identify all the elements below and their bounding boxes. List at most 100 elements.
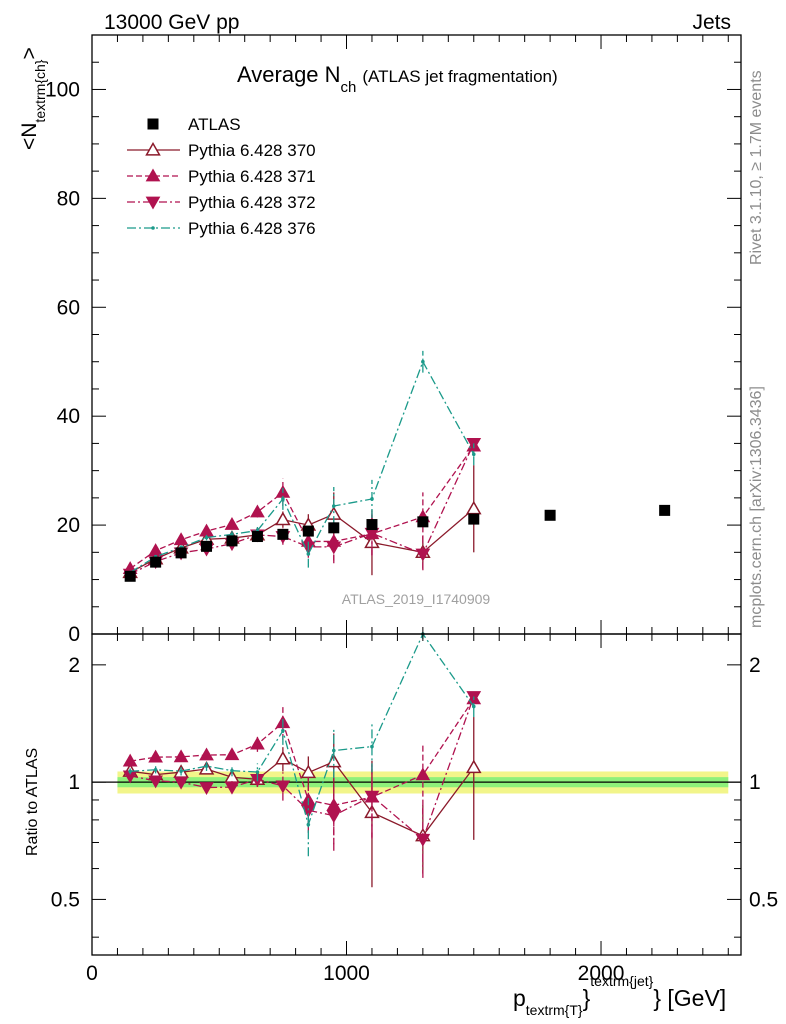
data-point: [302, 525, 314, 537]
x-tick-label: 2000: [578, 962, 625, 985]
y-tick-label: 40: [57, 405, 80, 428]
legend-marker: [151, 226, 155, 230]
data-point: [417, 516, 429, 528]
series-3-ratio-point: [306, 822, 311, 827]
series-1-ratio-point: [250, 736, 265, 750]
y-axis-label-main: <N: [18, 123, 41, 150]
series-0-point: [275, 511, 291, 526]
series-3-ratio-point: [331, 748, 336, 753]
ratio-panel-frame: [91, 633, 742, 956]
series-0-ratio-point: [275, 750, 291, 765]
series-0-ratio-point: [465, 759, 482, 774]
mcplots-label: mcplots.cern.ch [arXiv:1306.3436]: [748, 386, 765, 628]
ratio-tick-label-right: 0.5: [749, 888, 778, 911]
series-2-point: [415, 548, 431, 562]
data-point: [124, 570, 136, 582]
x-axis-label-sup: textrm{jet}: [590, 973, 653, 989]
ratio-tick-label-right: 1: [749, 771, 761, 794]
ratio-tick-label-right: 2: [749, 654, 761, 677]
series-1-ratio-point: [224, 747, 240, 761]
series-3-ratio-point: [204, 764, 209, 768]
series-2-point: [326, 541, 342, 555]
data-point: [277, 528, 289, 540]
series-3-point: [281, 497, 285, 501]
legend-marker: [145, 141, 161, 156]
data-point: [251, 531, 263, 543]
ratio-tick-label-left: 0.5: [51, 888, 80, 911]
series-3-ratio-point: [281, 728, 285, 733]
series-3-point: [230, 532, 234, 537]
y-tick-label: 60: [57, 296, 80, 319]
data-point: [175, 547, 187, 559]
series-1-ratio-point: [199, 747, 214, 761]
y-tick-label: 0: [68, 623, 80, 646]
x-axis-label-brace: }: [583, 985, 591, 1011]
data-point: [328, 522, 340, 534]
series-3-ratio-point: [255, 770, 260, 774]
legend-label: Pythia 6.428 370: [188, 141, 316, 160]
ratio-tick-label-left: 1: [68, 771, 80, 794]
legend-label: Pythia 6.428 371: [188, 167, 316, 186]
series-1-ratio-point: [326, 797, 342, 811]
legend-label: Pythia 6.428 376: [188, 219, 316, 238]
series-0-point: [465, 500, 482, 515]
series-3-ratio-line: [130, 632, 475, 827]
series-1-point: [173, 532, 189, 546]
series-1-ratio-point: [415, 767, 431, 781]
y-axis-label-sub: textrm{ch}: [32, 59, 48, 122]
y-tick-label: 100: [45, 78, 80, 101]
series-1-ratio-point: [122, 753, 138, 767]
y-tick-label: 80: [57, 187, 80, 210]
data-point: [366, 519, 378, 531]
series-2-ratio-point: [364, 790, 380, 804]
x-axis-label-brace-2: }: [653, 985, 667, 1011]
legend-label: Pythia 6.428 372: [188, 193, 316, 212]
series-2-ratio-point: [224, 781, 240, 795]
series-3-point: [331, 504, 336, 508]
x-axis-label-unit: [GeV]: [667, 985, 726, 1011]
chart-title-paren: (ATLAS jet fragmentation): [362, 67, 557, 86]
series-3-ratio-point: [471, 704, 476, 709]
series-3-ratio-point: [230, 768, 234, 773]
rivet-label: Rivet 3.1.10, ≥ 1.7M events: [748, 70, 765, 265]
series-1-point: [224, 517, 240, 530]
x-axis-label-sub: textrm{T}: [526, 1002, 583, 1018]
header-left: 13000 GeV pp: [104, 11, 239, 34]
series-3-point: [370, 497, 374, 501]
series-1-point: [148, 543, 163, 557]
ratio-tick-label-left: 2: [68, 654, 80, 677]
header-right: Jets: [692, 11, 731, 34]
series-3-point: [421, 359, 425, 364]
series-2-ratio-point: [148, 775, 163, 789]
series-1-ratio-point: [173, 749, 189, 763]
series-2-ratio-point: [415, 833, 431, 847]
series-1-ratio-point: [148, 749, 163, 763]
data-point: [468, 513, 480, 525]
chart-title-sub: ch: [341, 79, 357, 96]
ratio-axis-label: Ratio to ATLAS: [24, 748, 41, 856]
data-point: [150, 556, 162, 568]
series-2-ratio-point: [275, 780, 291, 794]
chart-title-main: Average N: [237, 62, 341, 87]
data-point: [544, 509, 556, 521]
series-1-point: [250, 504, 265, 518]
series-3-ratio-point: [153, 767, 158, 772]
legend-marker: [147, 118, 159, 130]
data-point: [659, 504, 671, 516]
legend-label: ATLAS: [188, 115, 241, 134]
data-point: [226, 535, 238, 547]
legend-marker: [145, 168, 161, 182]
x-axis-label-main: p: [513, 985, 526, 1011]
series-2-ratio-point: [326, 810, 342, 824]
series-3-ratio-point: [179, 769, 183, 773]
y-axis-label-end: >: [18, 47, 41, 59]
series-3-point: [471, 452, 476, 457]
x-tick-label: 1000: [323, 962, 370, 985]
analysis-watermark: ATLAS_2019_I1740909: [342, 591, 491, 607]
y-tick-label: 20: [57, 514, 80, 537]
data-point: [201, 540, 213, 552]
series-3-point: [306, 552, 311, 556]
series-2-ratio-point: [199, 782, 214, 795]
series-3-point: [204, 535, 209, 540]
